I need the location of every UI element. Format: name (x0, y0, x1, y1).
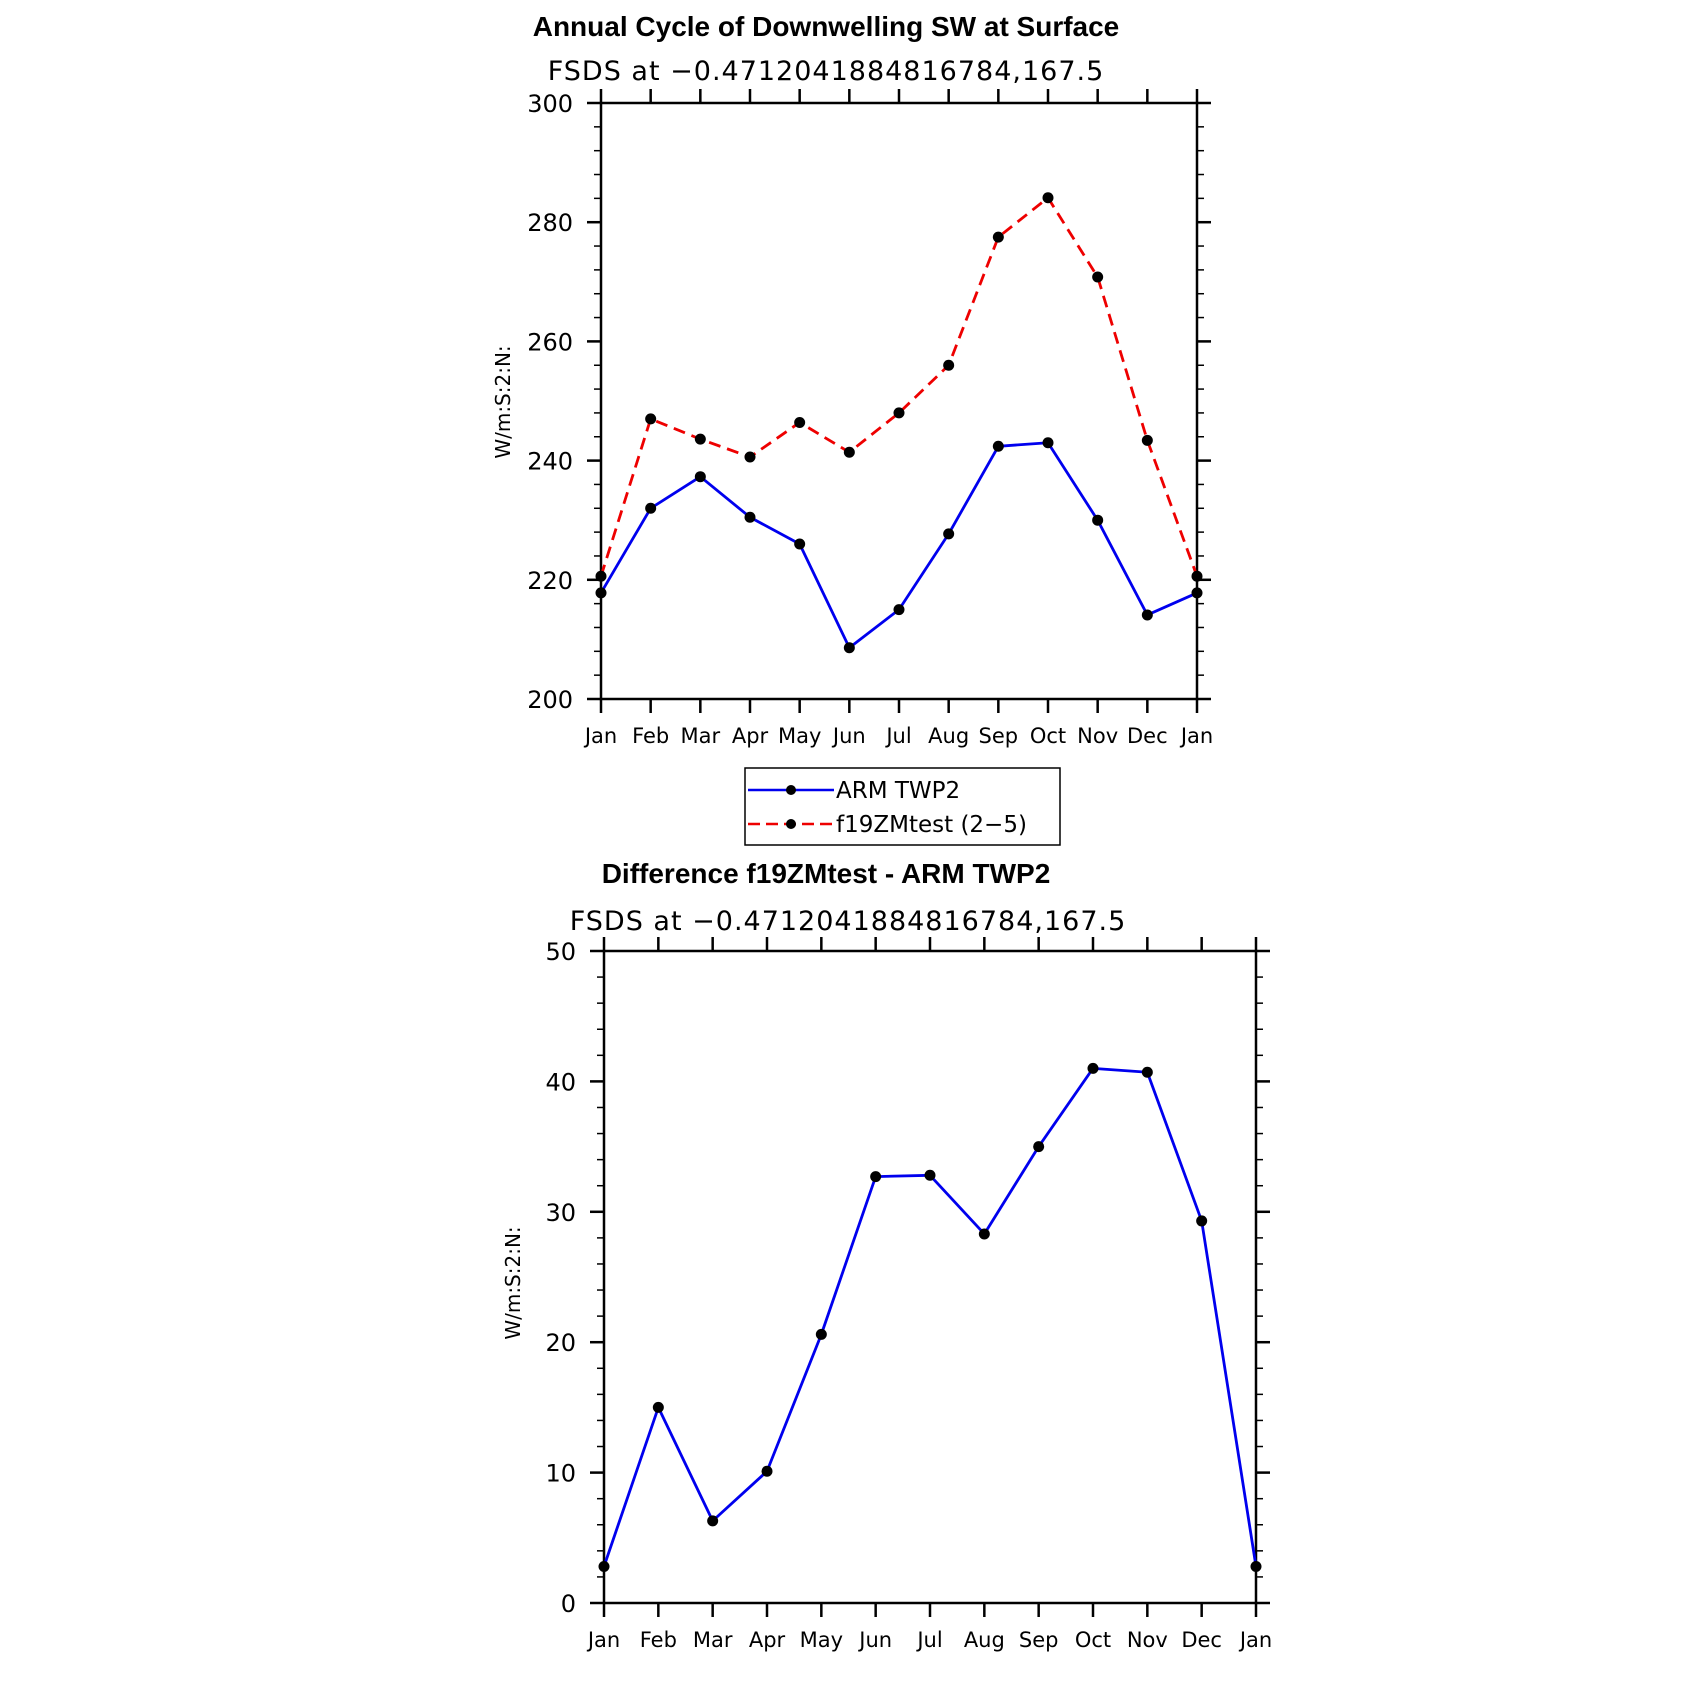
top-chart-series-line-0 (599, 441, 1198, 650)
legend-marker-f19 (786, 819, 796, 829)
top-chart-ytick-label: 200 (527, 686, 573, 714)
top-chart-xtick-label: Jan (583, 724, 617, 748)
top-chart-series-0-point-11 (1141, 609, 1153, 621)
top-chart-xtick-label: Jun (831, 724, 866, 748)
bottom-chart-ylabel: W/m:S:2:N: (501, 1226, 525, 1339)
top-chart-series-0-point-9 (1042, 437, 1054, 449)
bottom-chart-series-line-0 (602, 1066, 1258, 1567)
bottom-chart-xtick-label: Sep (1019, 1628, 1059, 1652)
top-chart-series-1-point-8 (992, 231, 1004, 243)
bottom-chart-series-0-point-3 (761, 1465, 773, 1477)
bottom-chart-series-0-point-9 (1087, 1062, 1099, 1074)
top-chart-ytick-label: 280 (527, 209, 573, 237)
top-chart-xtick-label: Apr (732, 724, 769, 748)
bottom-chart-xtick-label: Jul (915, 1628, 942, 1652)
top-chart-ytick-label: 260 (527, 328, 573, 356)
top-chart-series-1-point-1 (645, 413, 657, 425)
top-chart-series-1-point-12 (1191, 570, 1203, 582)
bottom-chart-series-0-point-7 (978, 1228, 990, 1240)
bottom-chart-ytick-label: 30 (545, 1199, 576, 1227)
top-chart-series-0-point-3 (744, 511, 756, 523)
bottom-chart-title: Difference f19ZMtest - ARM TWP2 (602, 858, 1051, 889)
top-chart-series-0-point-0 (595, 587, 607, 599)
bottom-chart-subtitle: FSDS at −0.4712041884816784,167.5 (570, 906, 1127, 937)
top-chart-ytick-label: 220 (527, 567, 573, 595)
top-chart-series-line-1 (599, 196, 1199, 577)
legend: ARM TWP2 f19ZMtest (2−5) (744, 767, 1061, 846)
bottom-chart-xtick-label: Oct (1075, 1628, 1111, 1652)
top-chart-series-1-point-9 (1042, 192, 1054, 204)
top-chart-xtick-label: Feb (632, 724, 669, 748)
bottom-chart-series-0-point-0 (598, 1560, 610, 1572)
bottom-chart-series-0-point-12 (1250, 1560, 1262, 1572)
top-chart-xtick-label: Jul (884, 724, 911, 748)
legend-label-arm: ARM TWP2 (836, 778, 960, 804)
top-chart-ytick-label: 300 (527, 90, 573, 118)
top-chart-series-0-point-1 (645, 502, 657, 514)
bottom-chart-xtick-label: Aug (964, 1628, 1005, 1652)
bottom-chart-series-0-point-2 (707, 1515, 719, 1527)
top-chart: Annual Cycle of Downwelling SW at Surfac… (491, 11, 1213, 846)
top-chart-series-0-point-7 (943, 528, 955, 540)
top-chart-xtick-label: Dec (1127, 724, 1168, 748)
top-chart-subtitle: FSDS at −0.4712041884816784,167.5 (548, 56, 1105, 87)
bottom-chart-series-0-point-5 (870, 1171, 882, 1183)
top-chart-xtick-label: Nov (1077, 724, 1118, 748)
top-chart-series-0-point-10 (1092, 514, 1104, 526)
top-chart-series-0-point-6 (893, 604, 905, 616)
bottom-chart-ytick-label: 20 (545, 1329, 576, 1357)
bottom-chart-xtick-label: May (800, 1628, 843, 1652)
top-chart-series-1-point-5 (843, 446, 855, 458)
top-chart-series-1-point-0 (595, 570, 607, 582)
top-chart-xtick-label: Oct (1030, 724, 1066, 748)
bottom-chart-series-0-point-4 (815, 1328, 827, 1340)
legend-box (744, 767, 1061, 846)
bottom-chart-series-0-point-8 (1033, 1141, 1045, 1153)
bottom-chart-ytick-label: 50 (545, 938, 576, 966)
bottom-chart-ytick-label: 10 (545, 1460, 576, 1488)
top-chart-xtick-label: Mar (681, 724, 721, 748)
top-chart-xtick-label: Aug (928, 724, 969, 748)
bottom-chart-xtick-label: Apr (749, 1628, 786, 1652)
top-chart-ytick-label: 240 (527, 448, 573, 476)
top-chart-series-1-point-3 (744, 451, 756, 463)
bottom-chart-xtick-label: Jan (1238, 1628, 1272, 1652)
bottom-chart-xtick-label: Dec (1181, 1628, 1222, 1652)
top-chart-series-1-point-11 (1141, 434, 1153, 446)
top-chart-series-1-point-4 (794, 416, 806, 428)
legend-label-f19: f19ZMtest (2−5) (836, 812, 1027, 838)
bottom-chart-ytick-label: 40 (545, 1068, 576, 1096)
bottom-chart-ytick-label: 0 (561, 1590, 576, 1618)
top-chart-series-0-point-5 (843, 642, 855, 654)
bottom-chart-xtick-label: Jan (586, 1628, 620, 1652)
bottom-chart-xtick-label: Feb (640, 1628, 677, 1652)
bottom-chart-series-0-point-11 (1196, 1215, 1208, 1227)
top-chart-ylabel: W/m:S:2:N: (491, 345, 515, 458)
top-chart-xtick-label: Jan (1179, 724, 1213, 748)
top-chart-series-1-point-6 (893, 407, 905, 419)
bottom-chart-xtick-label: Mar (693, 1628, 733, 1652)
top-chart-xtick-label: Sep (979, 724, 1019, 748)
bottom-chart-series-0-point-10 (1141, 1066, 1153, 1078)
top-chart-series-1-point-10 (1092, 271, 1104, 283)
bottom-chart-xtick-label: Jun (857, 1628, 892, 1652)
top-chart-series-1-point-7 (943, 359, 955, 371)
top-chart-series-0-point-4 (794, 538, 806, 550)
legend-marker-arm (786, 785, 796, 795)
top-chart-series-0-point-12 (1191, 587, 1203, 599)
top-chart-xtick-label: May (778, 724, 821, 748)
bottom-chart-xtick-label: Nov (1127, 1628, 1168, 1652)
top-chart-title: Annual Cycle of Downwelling SW at Surfac… (533, 11, 1120, 42)
bottom-chart-series-0-point-6 (924, 1169, 936, 1181)
bottom-chart-plot-frame (602, 949, 1258, 1605)
bottom-chart: Difference f19ZMtest - ARM TWP2 FSDS at … (501, 858, 1272, 1652)
top-chart-series-0-point-2 (694, 471, 706, 483)
top-chart-series-1-point-2 (694, 433, 706, 445)
top-chart-series-0-point-8 (992, 440, 1004, 452)
bottom-chart-series-0-point-1 (652, 1401, 664, 1413)
